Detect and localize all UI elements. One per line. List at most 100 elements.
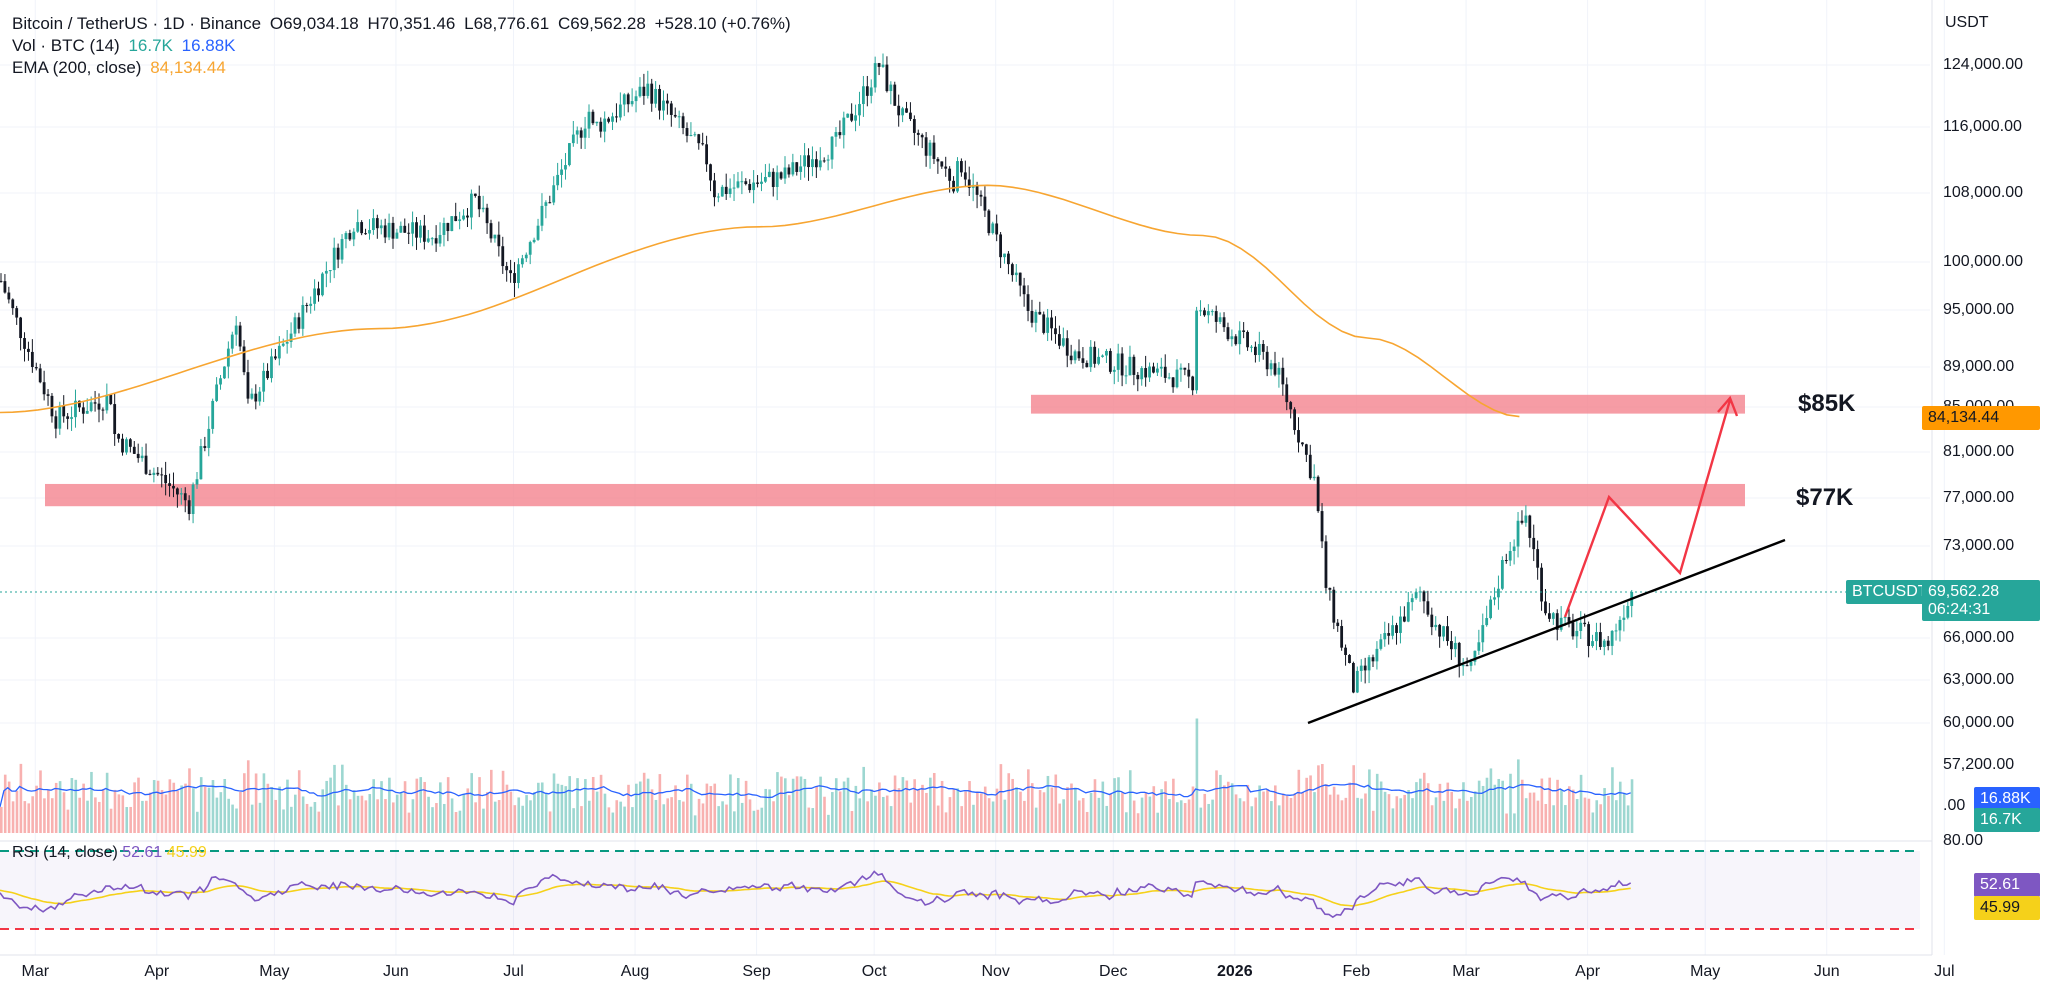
candle-body [524, 254, 528, 259]
volume-bar [180, 785, 183, 833]
candle-body [317, 288, 320, 296]
volume-bar [842, 781, 846, 833]
volume-bar [674, 785, 677, 833]
candle-body [1179, 367, 1183, 370]
candle-body [1234, 336, 1238, 345]
volume-bar [885, 795, 889, 833]
candle-body [709, 164, 712, 181]
candle-body [783, 167, 787, 179]
candle-body [1238, 330, 1242, 345]
volume-bar [1238, 798, 1242, 833]
volume-bar [1497, 778, 1501, 833]
volume-badge: 16.7K [1974, 808, 2040, 832]
volume-bar [164, 794, 168, 833]
symbol-label: Bitcoin / TetherUS · 1D · Binance [12, 14, 262, 33]
volume-bar [462, 794, 466, 833]
volume-bar [1603, 788, 1606, 833]
volume-bar [1422, 772, 1426, 833]
volume-bar [74, 779, 78, 833]
volume-bar [364, 800, 368, 833]
volume-bar [78, 797, 81, 833]
volume-bar [509, 791, 513, 833]
candle-body [1375, 648, 1379, 662]
volume-bar [929, 777, 932, 833]
candle-body [779, 172, 783, 179]
candle-body [1465, 665, 1469, 667]
candle-body [1453, 642, 1457, 650]
month-tick-label: Jul [1934, 963, 1955, 980]
candle-body [274, 356, 277, 359]
currency-label[interactable]: USDT [1945, 14, 1989, 31]
candle-body [1148, 366, 1151, 378]
volume-bar [1152, 786, 1156, 833]
candle-body [1340, 626, 1344, 648]
candle-body [160, 474, 164, 476]
volume-bar [98, 801, 101, 833]
candle-body [132, 446, 136, 454]
volume-bar [94, 797, 97, 833]
candle-body [881, 64, 885, 67]
volume-bar [588, 800, 591, 833]
candle-body [583, 128, 587, 138]
volume-bar [419, 777, 423, 833]
candle-body [1159, 366, 1163, 369]
candle-body [415, 222, 418, 238]
candle-body [544, 202, 548, 206]
symbol-badge: BTCUSDT [1846, 580, 1934, 604]
price-tick-label: 57,200.00 [1943, 756, 2015, 774]
volume-bar [960, 806, 963, 833]
volume-bar [1599, 804, 1602, 833]
month-tick-label: May [1690, 963, 1721, 980]
candle-body [1371, 657, 1375, 662]
volume-bar [838, 791, 842, 833]
volume-bar [1078, 800, 1081, 833]
candle-body [19, 317, 22, 339]
candle-body [489, 223, 493, 239]
volume-bar [196, 811, 199, 833]
candle-body [1426, 601, 1430, 615]
month-tick-label: Jul [503, 963, 524, 980]
candle-body [1532, 537, 1536, 550]
volume-bar [337, 805, 340, 833]
volume-bar [39, 770, 42, 833]
volume-bar [1250, 806, 1254, 833]
candle-body [1308, 454, 1312, 479]
candle-body [944, 166, 948, 169]
volume-bar [1038, 790, 1042, 833]
volume-bar [1121, 792, 1124, 833]
candle-body [223, 366, 226, 379]
candle-body [681, 116, 685, 129]
candle-body [662, 100, 665, 111]
candle-body [481, 207, 485, 210]
volume-bar [450, 798, 454, 833]
volume-bar [482, 808, 485, 833]
volume-bar [901, 777, 905, 833]
candle-body [869, 87, 873, 96]
ema-200-line [0, 184, 1520, 418]
volume-bar [1070, 783, 1073, 833]
candle-body [238, 325, 242, 347]
volume-bar [780, 776, 783, 833]
candle-body [1497, 588, 1500, 598]
candle-body [803, 155, 806, 167]
candle-body [771, 171, 775, 188]
volume-bar [1156, 812, 1159, 833]
candle-body [1602, 640, 1606, 647]
volume-bar [1258, 785, 1261, 833]
volume-bar [815, 786, 818, 833]
candle-body [1191, 376, 1195, 391]
candle-body [1163, 366, 1167, 378]
candle-body [928, 142, 932, 156]
low-value: L68,776.61 [464, 14, 550, 33]
candle-body [23, 338, 26, 349]
volume-bar [987, 798, 991, 833]
candle-body [595, 121, 599, 124]
open-value: O69,034.18 [269, 14, 359, 33]
volume-bar [599, 774, 603, 833]
volume-bar [148, 792, 152, 833]
volume-bar [791, 778, 795, 833]
candle-body [403, 225, 407, 233]
candle-body [215, 384, 218, 401]
candle-body [1175, 369, 1179, 388]
